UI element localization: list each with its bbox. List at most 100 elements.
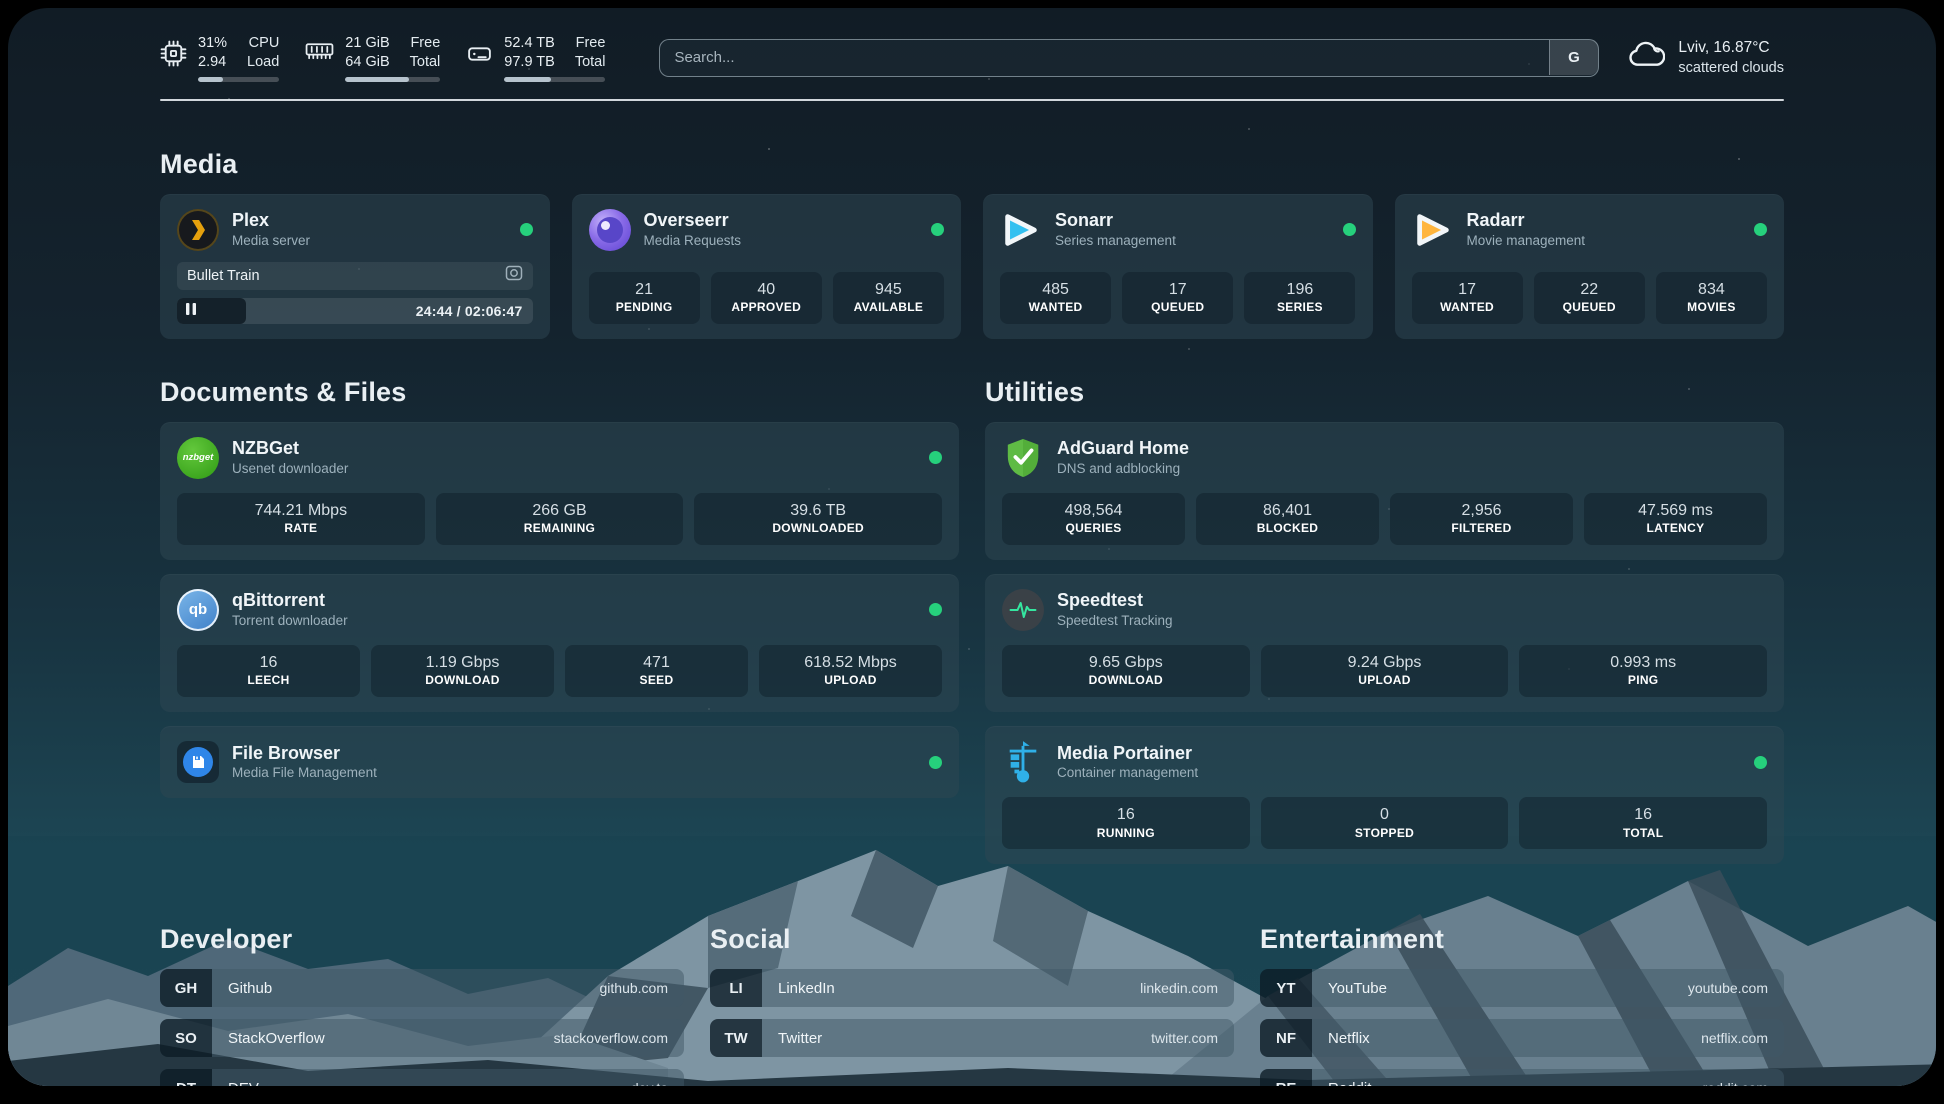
search-provider-button[interactable]: G: [1549, 40, 1598, 75]
now-playing-row: Bullet Train: [177, 262, 533, 290]
stat-blocked: 86,401BLOCKED: [1196, 493, 1379, 545]
stat-seed: 471SEED: [565, 645, 748, 697]
bookmark-abbr: NF: [1260, 1019, 1312, 1057]
service-subtitle: Usenet downloader: [232, 461, 348, 476]
playback-progress-fill: [177, 298, 246, 324]
stat-leech: 16LEECH: [177, 645, 360, 697]
service-card-qbittorrent[interactable]: qb qBittorrent Torrent downloader 16LEEC…: [160, 574, 959, 712]
bookmark-url: linkedin.com: [1140, 980, 1218, 996]
stat-queries: 498,564QUERIES: [1002, 493, 1185, 545]
memory-progress-fill: [345, 77, 409, 82]
bookmark-url: dev.to: [631, 1080, 668, 1086]
bookmark-linkedin[interactable]: LI LinkedIn linkedin.com: [710, 969, 1234, 1007]
dashboard-window: 31% CPU 2.94 Load: [8, 8, 1936, 1086]
disk-total-value: 97.9 TB: [504, 53, 555, 72]
bookmark-url: reddit.com: [1703, 1080, 1768, 1086]
bookmark-url: github.com: [600, 980, 668, 996]
disk-free-value: 52.4 TB: [504, 34, 555, 53]
service-subtitle: Media File Management: [232, 765, 377, 780]
status-dot: [929, 756, 942, 769]
bookmark-name: StackOverflow: [228, 1030, 544, 1047]
bookmark-group-title: Social: [710, 924, 1234, 955]
status-dot: [931, 223, 944, 236]
bookmark-abbr: LI: [710, 969, 762, 1007]
cpu-load-value: 2.94: [198, 53, 227, 72]
speedtest-icon: [1002, 589, 1044, 631]
stat-queued: 17QUEUED: [1122, 272, 1233, 324]
stat-download: 1.19 GbpsDOWNLOAD: [371, 645, 554, 697]
stat-remaining: 266 GBREMAINING: [436, 493, 684, 545]
memory-widget: 21 GiB Free 64 GiB Total: [305, 34, 440, 82]
bookmark-group-title: Entertainment: [1260, 924, 1784, 955]
memory-free-value: 21 GiB: [345, 34, 389, 53]
topbar-divider: [160, 99, 1784, 101]
cpu-usage-value: 31%: [198, 34, 227, 53]
bookmark-name: Netflix: [1328, 1030, 1691, 1047]
bookmark-reddit[interactable]: RE Reddit reddit.com: [1260, 1069, 1784, 1086]
stat-approved: 40APPROVED: [711, 272, 822, 324]
bookmark-youtube[interactable]: YT YouTubeyoutube.com: [1260, 969, 1784, 1007]
service-card-nzbget[interactable]: nzbget NZBGet Usenet downloader 744.21 M…: [160, 422, 959, 560]
bookmark-abbr: DT: [160, 1069, 212, 1086]
section-title-utilities: Utilities: [985, 377, 1784, 408]
bookmark-github[interactable]: GH Githubgithub.com: [160, 969, 684, 1007]
service-card-radarr[interactable]: Radarr Movie management 17WANTED 22QUEUE…: [1395, 194, 1785, 339]
service-card-speedtest[interactable]: Speedtest Speedtest Tracking 9.65 GbpsDO…: [985, 574, 1784, 712]
radarr-icon: [1412, 209, 1454, 251]
cpu-usage-label: CPU: [247, 34, 279, 53]
bookmark-twitter[interactable]: TW Twittertwitter.com: [710, 1019, 1234, 1057]
service-card-portainer[interactable]: Media Portainer Container management 16R…: [985, 726, 1784, 864]
bookmark-dev[interactable]: DT DEVdev.to: [160, 1069, 684, 1086]
bookmark-abbr: RE: [1260, 1069, 1312, 1086]
weather-widget: Lviv, 16.87°C scattered clouds: [1627, 38, 1784, 78]
playback-progress: 24:44 / 02:06:47: [177, 298, 533, 324]
service-name: Plex: [232, 211, 310, 231]
search-input[interactable]: [659, 39, 1599, 77]
bookmark-stackoverflow[interactable]: SO StackOverflowstackoverflow.com: [160, 1019, 684, 1057]
disk-total-label: Total: [575, 53, 606, 72]
stat-upload: 618.52 MbpsUPLOAD: [759, 645, 942, 697]
stat-wanted: 17WANTED: [1412, 272, 1523, 324]
service-name: Radarr: [1467, 211, 1586, 231]
bookmark-name: LinkedIn: [778, 980, 1130, 997]
disk-progress-fill: [504, 77, 551, 82]
bookmark-group-social: Social LI LinkedIn linkedin.com TW Twitte…: [710, 924, 1234, 1086]
cloud-icon: [1627, 41, 1665, 74]
service-card-adguard[interactable]: AdGuard Home DNS and adblocking 498,564Q…: [985, 422, 1784, 560]
weather-condition: scattered clouds: [1678, 59, 1784, 79]
bookmark-url: stackoverflow.com: [554, 1030, 668, 1046]
bookmark-name: Twitter: [778, 1030, 1141, 1047]
memory-progress-track: [345, 77, 440, 82]
service-card-plex[interactable]: Plex Media server Bullet Train: [160, 194, 550, 339]
stat-latency: 47.569 msLATENCY: [1584, 493, 1767, 545]
filebrowser-icon: [177, 741, 219, 783]
stat-stopped: 0STOPPED: [1261, 797, 1509, 849]
disk-free-label: Free: [575, 34, 606, 53]
bookmark-name: Reddit: [1328, 1080, 1693, 1086]
stat-download: 9.65 GbpsDOWNLOAD: [1002, 645, 1250, 697]
nzbget-icon: nzbget: [177, 437, 219, 479]
service-card-overseerr[interactable]: Overseerr Media Requests 21PENDING 40APP…: [572, 194, 962, 339]
service-name: Speedtest: [1057, 591, 1173, 611]
portainer-icon: [1002, 741, 1044, 783]
stat-downloaded: 39.6 TBDOWNLOADED: [694, 493, 942, 545]
service-name: Sonarr: [1055, 211, 1176, 231]
stat-upload: 9.24 GbpsUPLOAD: [1261, 645, 1509, 697]
service-card-filebrowser[interactable]: File Browser Media File Management: [160, 726, 959, 798]
section-title-documents: Documents & Files: [160, 377, 959, 408]
section-title-media: Media: [160, 149, 1784, 180]
bookmark-netflix[interactable]: NF Netflix netflix.com: [1260, 1019, 1784, 1057]
cpu-progress-fill: [198, 77, 223, 82]
memory-total-value: 64 GiB: [345, 53, 389, 72]
stat-series: 196SERIES: [1244, 272, 1355, 324]
service-card-sonarr[interactable]: Sonarr Series management 485WANTED 17QUE…: [983, 194, 1373, 339]
pause-icon: [186, 302, 196, 320]
service-subtitle: Movie management: [1467, 233, 1586, 248]
playback-time: 24:44 / 02:06:47: [416, 298, 523, 324]
service-subtitle: Container management: [1057, 765, 1198, 780]
disk-widget: 52.4 TB Free 97.9 TB Total: [466, 34, 605, 82]
bookmark-group-entertainment: Entertainment YT YouTubeyoutube.com NF N…: [1260, 924, 1784, 1086]
service-name: qBittorrent: [232, 591, 348, 611]
bookmark-url: netflix.com: [1701, 1030, 1768, 1046]
service-subtitle: Media server: [232, 233, 310, 248]
